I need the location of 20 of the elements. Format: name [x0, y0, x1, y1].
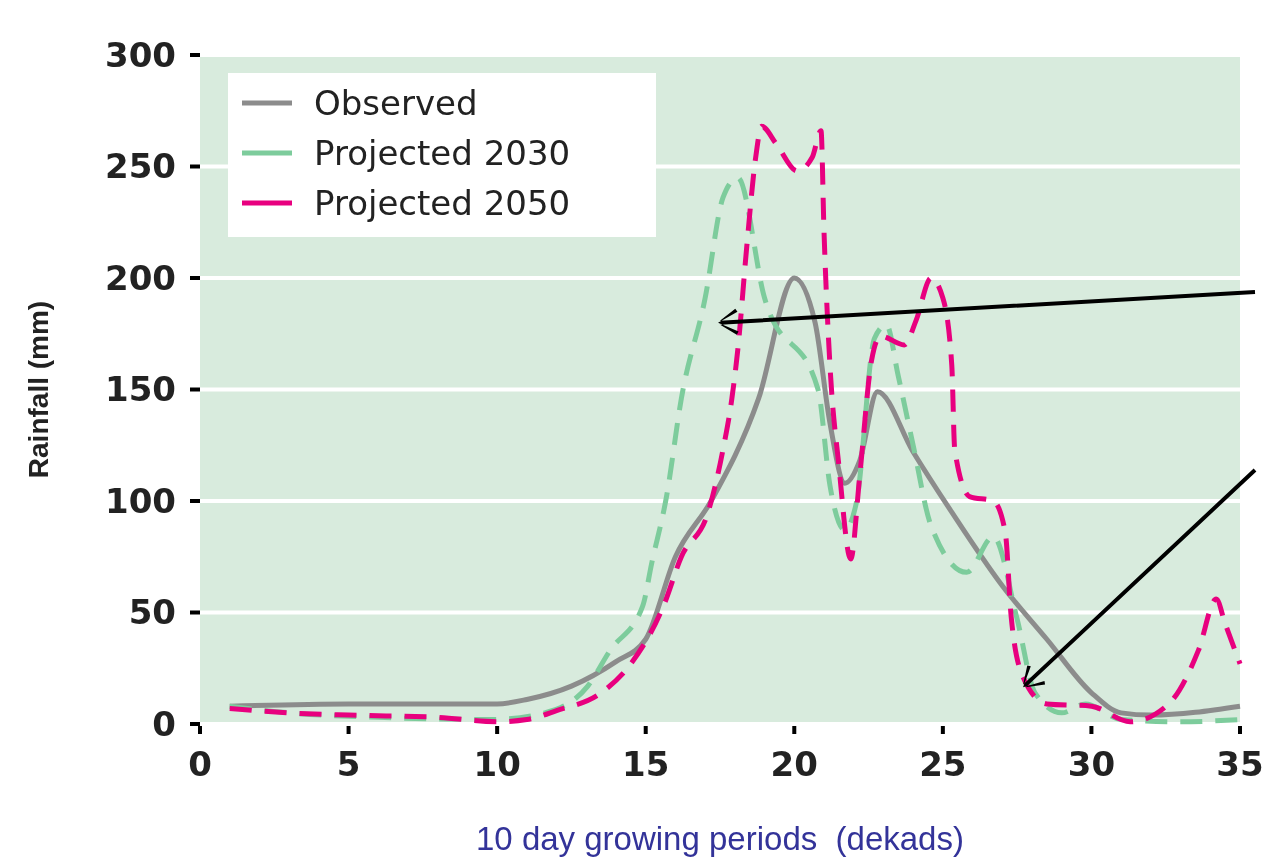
- x-tick-label: 30: [1067, 744, 1116, 784]
- y-tick-label: 150: [105, 369, 176, 410]
- y-tick-label: 250: [105, 146, 176, 187]
- y-tick-label: 200: [105, 257, 176, 298]
- x-tick-label: 10: [473, 744, 521, 784]
- x-axis-title: 10 day growing periods (dekads): [476, 820, 964, 857]
- legend-label: Observed: [314, 82, 478, 123]
- y-tick-label: 300: [105, 34, 176, 75]
- x-tick-label: 25: [919, 744, 967, 784]
- x-tick-label: 5: [336, 744, 361, 784]
- x-tick-label: 15: [622, 744, 670, 784]
- legend-label: Projected 2050: [314, 182, 571, 223]
- y-axis-title: Rainfall (mm): [23, 300, 54, 479]
- x-tick-label: 0: [188, 744, 212, 784]
- y-tick-label: 0: [152, 703, 176, 744]
- x-tick-label: 20: [770, 744, 818, 784]
- y-tick-label: 100: [105, 480, 176, 521]
- y-tick-label: 50: [128, 592, 176, 633]
- x-tick-label: 35: [1216, 744, 1264, 784]
- legend-label: Projected 2030: [314, 132, 571, 173]
